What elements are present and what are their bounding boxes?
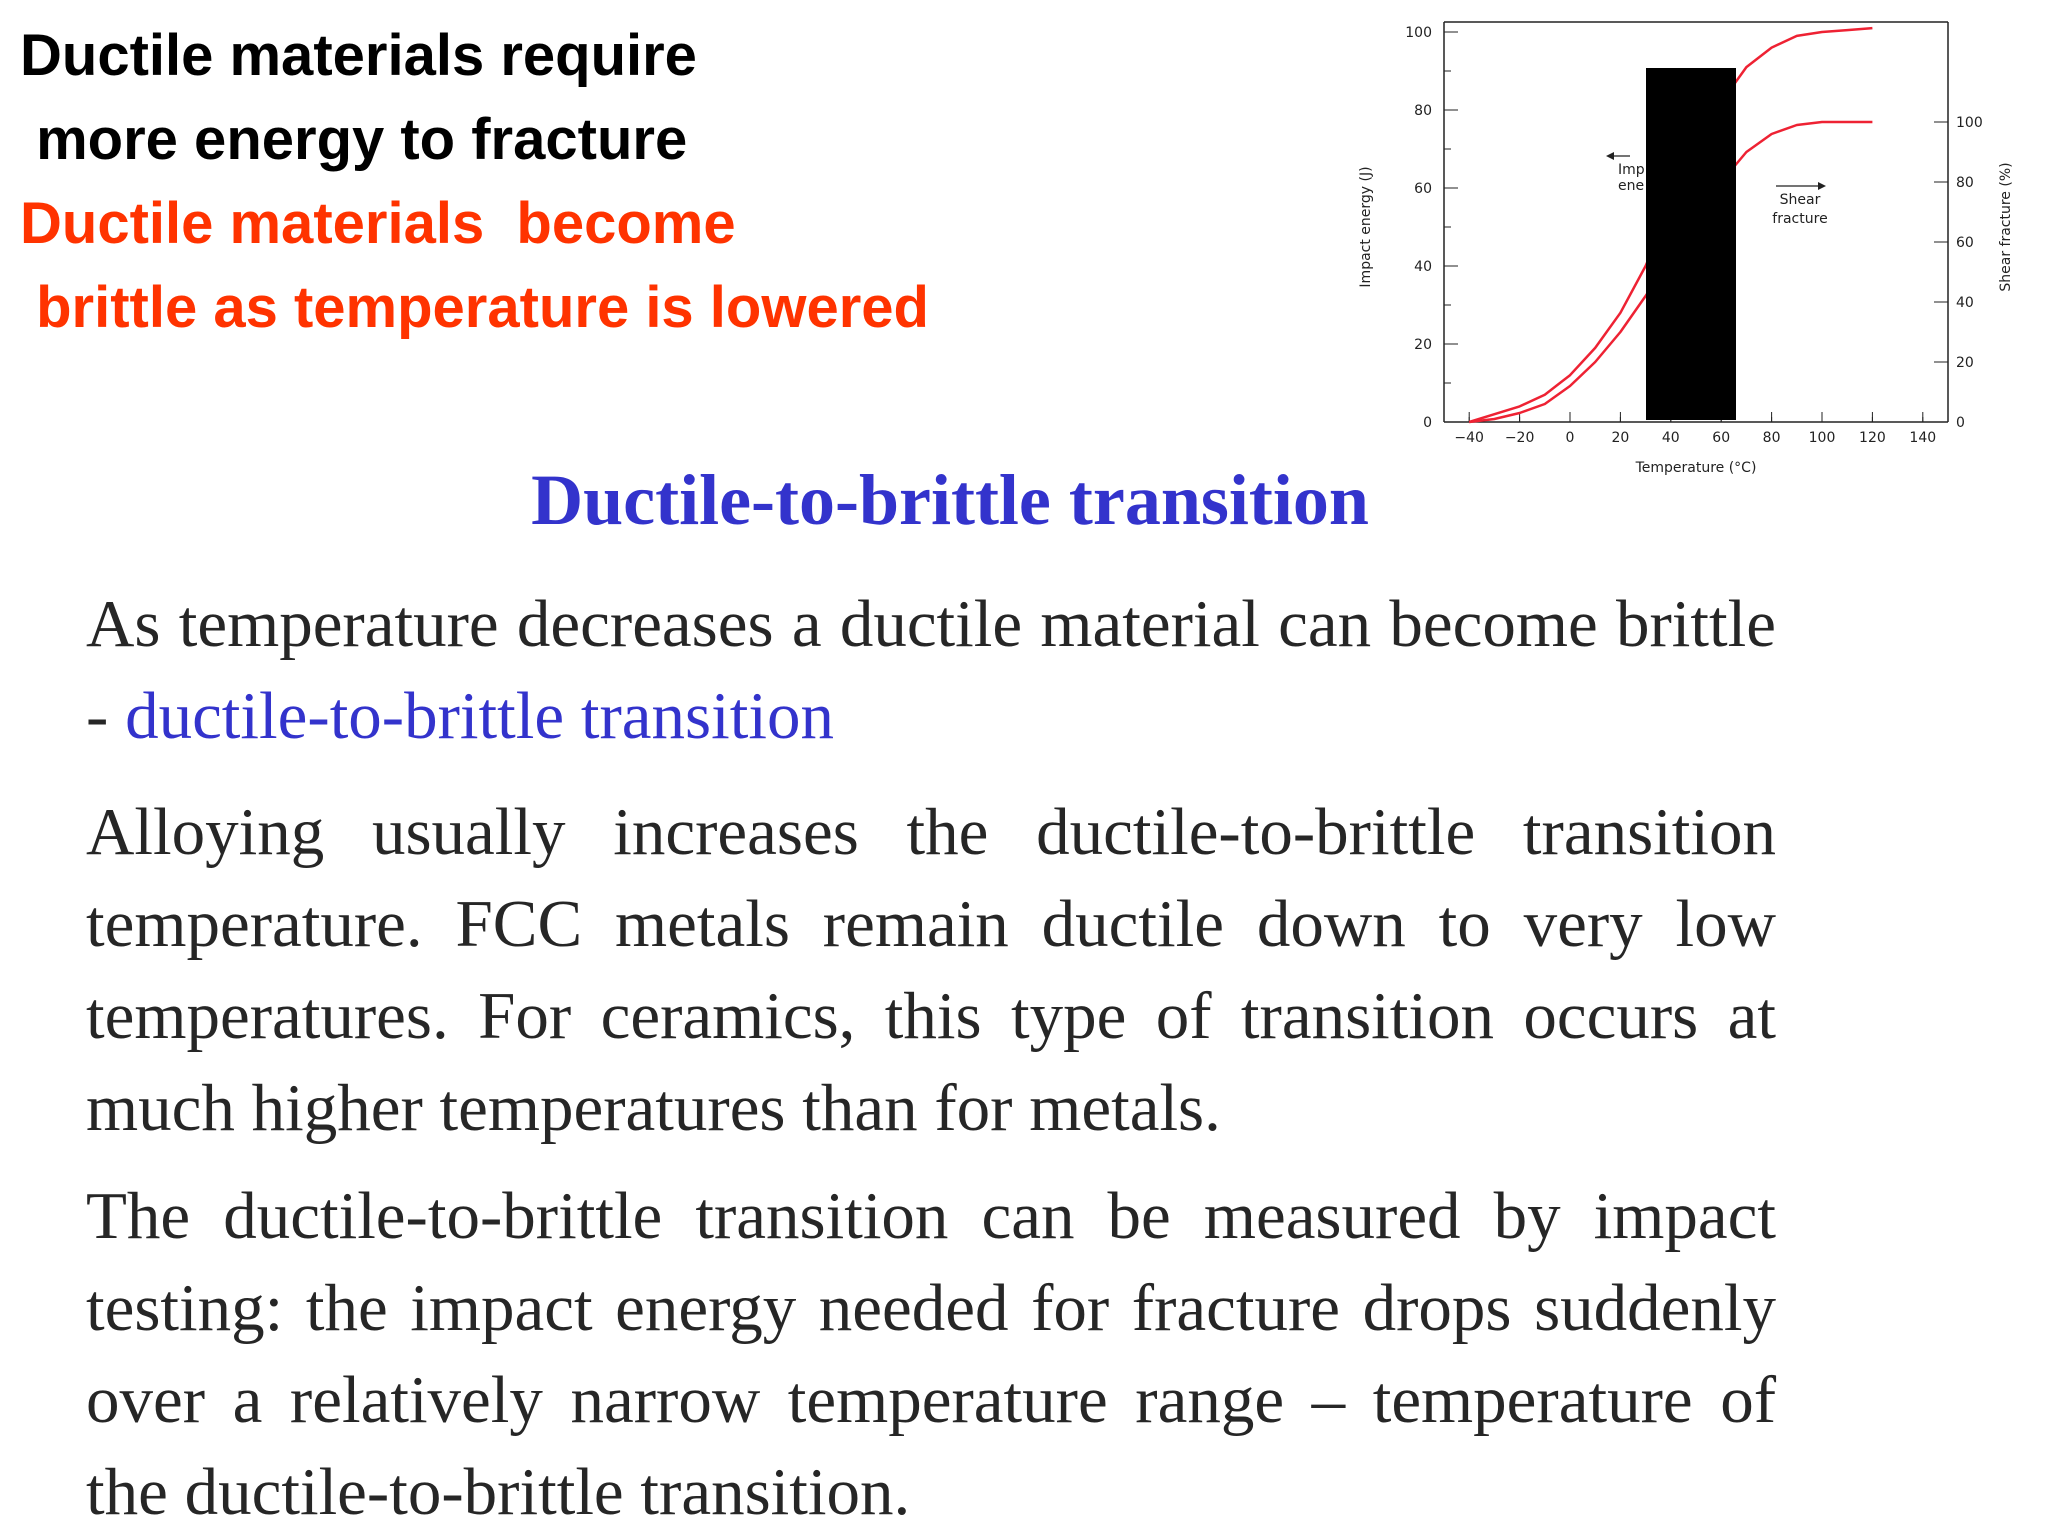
y-tick-label: 40 xyxy=(1414,259,1432,275)
y2-axis-label: Shear fracture (%) xyxy=(1998,162,2014,291)
impact-arrow-head xyxy=(1606,152,1614,160)
paragraph-impact-testing: The ductile-to-brittle transition can be… xyxy=(86,1179,1776,1529)
headline-energy: Ductile materials require more energy to… xyxy=(20,23,697,172)
x-tick-label: 40 xyxy=(1662,430,1680,446)
y-tick-label: 0 xyxy=(1423,415,1432,431)
x-tick-label: 60 xyxy=(1712,430,1730,446)
shear-arrow-head xyxy=(1818,182,1826,190)
impact-label-line: Imp xyxy=(1618,162,1645,178)
y-tick-label: 60 xyxy=(1414,181,1432,197)
paragraph-alloying: Alloying usually increases the ductile-t… xyxy=(86,795,1776,1145)
slide-title: Ductile-to-brittle transition xyxy=(531,460,1369,540)
y2-tick-label: 40 xyxy=(1956,295,1974,311)
y2-tick-label: 20 xyxy=(1956,355,1974,371)
x-tick-label: 100 xyxy=(1809,430,1836,446)
x-tick-label: 80 xyxy=(1763,430,1781,446)
x-tick-label: 20 xyxy=(1611,430,1629,446)
x-tick-label: 140 xyxy=(1909,430,1936,446)
term-highlight: ductile-to-brittle transition xyxy=(125,679,834,753)
chart-axes: −40 −20 0 20 40 60 80 100 120 140 0 20 40 60 80 100 0 20 4… xyxy=(1358,21,2014,476)
impact-energy-chart: −40 −20 0 20 40 60 80 100 120 140 0 20 40 60 80 100 0 20 4… xyxy=(1358,21,2014,476)
paragraph-intro-text: As temperature decreases a ductile mater… xyxy=(86,587,1776,753)
x-tick-label: −20 xyxy=(1505,430,1535,446)
paragraph-intro: As temperature decreases a ductile mater… xyxy=(86,578,1776,762)
y-tick-label: 80 xyxy=(1414,103,1432,119)
y-tick-label: 20 xyxy=(1414,337,1432,353)
y-axis-label: Impact energy (J) xyxy=(1358,166,1374,287)
x-tick-label: 120 xyxy=(1859,430,1886,446)
y2-tick-label: 60 xyxy=(1956,235,1974,251)
x-axis-label: Temperature (°C) xyxy=(1635,460,1757,476)
redaction-block xyxy=(1646,68,1736,420)
y2-tick-label: 0 xyxy=(1956,415,1965,431)
impact-label-line: ene xyxy=(1618,178,1644,194)
x-tick-label: 0 xyxy=(1566,430,1575,446)
y2-tick-label: 100 xyxy=(1956,115,1983,131)
y-tick-label: 100 xyxy=(1405,25,1432,41)
headline-brittle: Ductile materials become brittle as temp… xyxy=(20,191,929,340)
shear-label-line: fracture xyxy=(1772,211,1827,227)
y2-tick-label: 80 xyxy=(1956,175,1974,191)
x-tick-label: −40 xyxy=(1454,430,1484,446)
shear-label-line: Shear xyxy=(1780,192,1821,208)
